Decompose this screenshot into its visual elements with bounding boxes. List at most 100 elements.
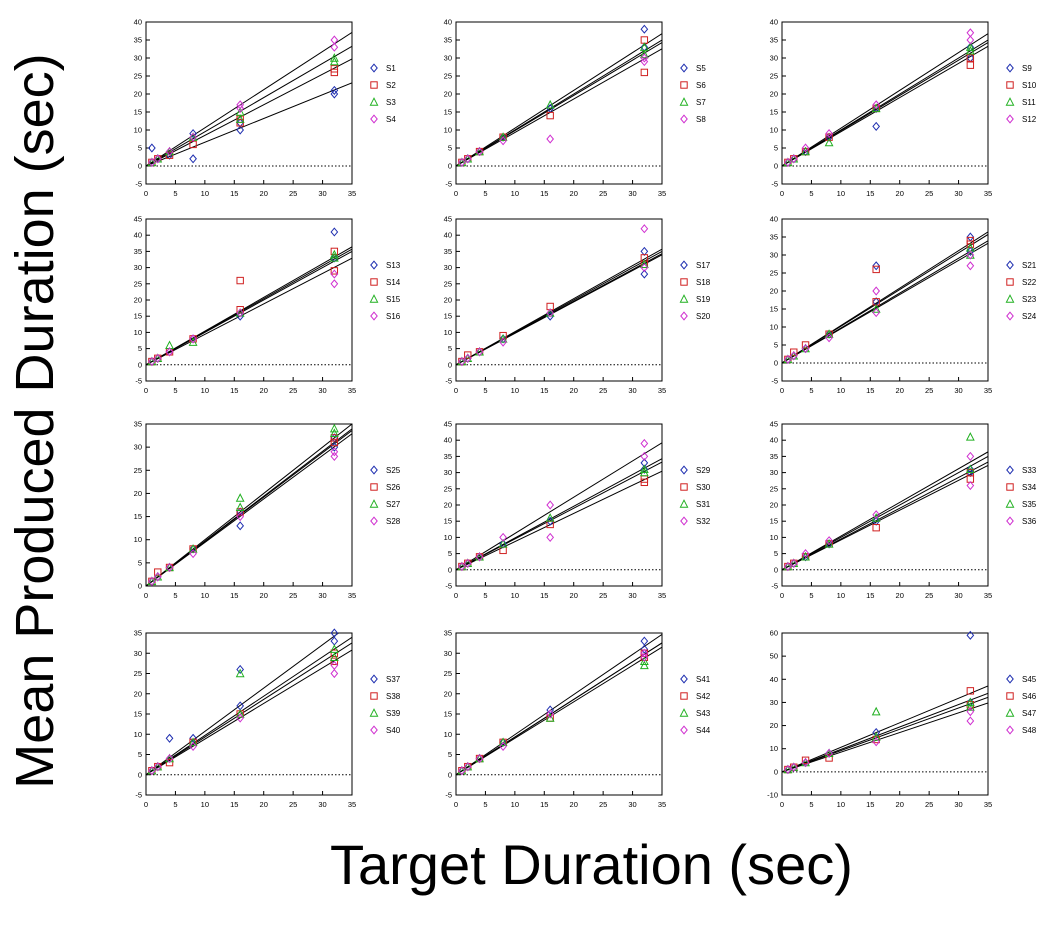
x-tick-label: 15 [230,386,238,395]
legend-entry-s21: S21 [1006,260,1037,270]
x-tick-label: 25 [925,591,933,600]
y-tick-label: 30 [770,54,778,63]
data-point [499,132,507,142]
x-tick-label: 15 [866,386,874,395]
y-tick-label: 30 [134,443,142,452]
x-tick-label: 10 [201,800,209,809]
data-point [784,354,792,364]
legend-label: S3 [386,98,396,107]
y-tick-label: 20 [770,721,778,730]
y-tick-label: 0 [138,770,142,779]
data-point [235,502,245,512]
y-tick-label: 15 [770,305,778,314]
legend-label: S12 [1022,115,1037,124]
x-tick-label: 10 [837,591,845,600]
legend-label: S38 [386,692,401,701]
y-tick-label: 45 [770,420,778,429]
data-point [801,341,810,349]
y-tick-label: 5 [138,344,142,353]
fit-line-s22 [782,234,988,364]
y-tick-label: -10 [767,791,778,800]
data-point [236,511,245,522]
x-tick-label: 25 [599,591,607,600]
legend-marker [680,278,688,286]
y-tick-label: 30 [134,54,142,63]
data-point [546,111,554,120]
data-point [965,464,975,474]
data-point [784,157,792,167]
x-tick-label: 30 [628,386,636,395]
x-tick-label: 30 [954,189,962,198]
x-tick-label: 10 [511,386,519,395]
data-point [499,737,507,747]
legend-entry-s15: S15 [369,294,401,304]
legend-marker [1005,97,1015,106]
y-tick-label: 30 [444,649,452,658]
data-point [189,549,197,559]
legend-entry-s47: S47 [1005,708,1037,718]
data-point [872,100,881,110]
legend-entry-s7: S7 [679,97,706,107]
data-point [966,716,975,726]
fit-line-s46 [782,692,988,773]
data-point [458,561,466,572]
plot-frame [781,21,989,185]
data-point [329,428,339,437]
x-tick-label: 35 [984,189,992,198]
data-point [458,157,466,167]
legend-label: S43 [696,709,711,718]
data-point [872,308,881,318]
fit-line-s8 [456,48,662,167]
data-point [148,766,156,776]
y-tick-label: -5 [445,377,452,386]
legend-entry-s44: S44 [680,725,711,735]
data-point [330,657,339,666]
y-tick-label: 15 [770,517,778,526]
y-tick-label: 0 [138,162,142,171]
fit-line-s20 [456,248,662,366]
series-s20 [458,224,649,367]
data-point [640,458,649,468]
data-point [330,438,339,447]
fit-line-s5 [456,33,662,167]
legend-label: S9 [1022,64,1032,73]
data-point [545,713,555,722]
y-tick-label: 45 [134,215,142,224]
legend-label: S13 [386,261,401,270]
plot-frame [455,632,663,796]
x-tick-label: 15 [866,591,874,600]
x-tick-label: 0 [454,800,458,809]
x-tick-label: 5 [809,591,813,600]
data-point [463,154,472,164]
legend-entry-s40: S40 [370,725,401,735]
data-point [330,89,339,99]
data-point [640,464,649,474]
legend-marker [680,465,688,475]
legend-entry-s12: S12 [1006,114,1037,124]
x-tick-label: 5 [173,800,177,809]
data-point [801,549,810,559]
legend-marker [1006,311,1014,321]
fit-line-s16 [146,257,352,366]
data-point [189,154,197,164]
y-tick-label: -5 [135,180,142,189]
data-point [966,451,975,461]
data-point [640,269,649,279]
plot-frame [781,423,989,587]
y-tick-label: 0 [448,360,452,369]
legend-label: S33 [1022,466,1037,475]
legend-label: S31 [696,500,711,509]
data-point [966,28,975,38]
data-point [189,129,197,139]
y-tick-label: 15 [134,108,142,117]
plot-frame [145,21,353,185]
x-tick-label: 0 [144,189,148,198]
data-point [639,656,649,666]
fit-line-s1 [146,82,352,167]
y-tick-label: 15 [444,108,452,117]
y-tick-label: 10 [134,730,142,739]
legend-marker [1006,674,1014,684]
y-tick-label: -5 [445,582,452,591]
data-point [966,42,975,52]
